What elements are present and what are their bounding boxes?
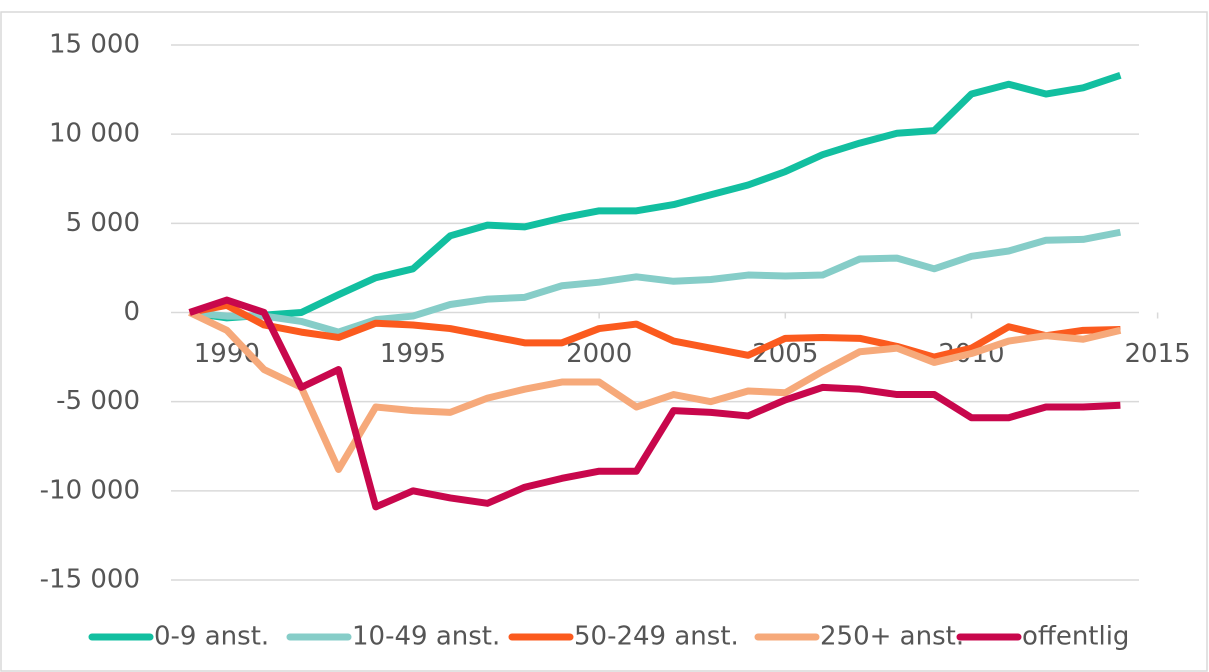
x-tick-label: 2000 [566,339,632,369]
series-line [189,71,1122,322]
y-tick-label: 10 000 [49,119,140,149]
y-tick-label: -5 000 [56,386,140,416]
y-tick-label: -10 000 [40,475,140,505]
series-line [189,228,1122,336]
legend-label: 250+ anst. [820,622,964,652]
legend-label: 50-249 anst. [574,622,739,652]
legend-label: 0-9 anst. [154,622,269,652]
y-tick-label: 15 000 [49,30,140,60]
x-tick-label: 2015 [1125,339,1191,369]
y-tick-label: 5 000 [66,208,140,238]
legend-label: 10-49 anst. [352,622,500,652]
y-tick-label: -15 000 [40,565,140,595]
x-tick-label: 2005 [752,339,818,369]
x-tick-label: 1995 [380,339,446,369]
y-tick-label: 0 [123,297,140,327]
series-line [188,309,1122,473]
legend-label: offentlig [1022,622,1129,652]
series-line [188,301,1121,361]
series-line [188,296,1121,511]
